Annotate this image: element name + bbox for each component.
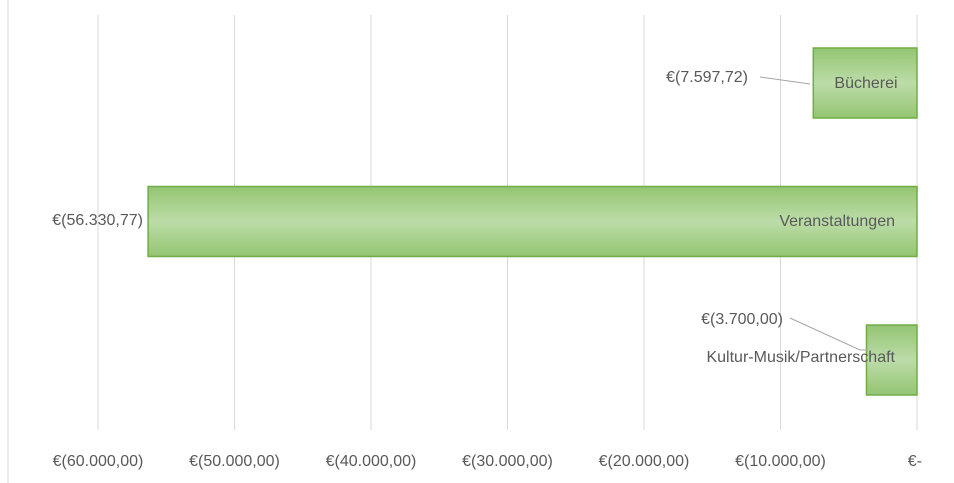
leader-line xyxy=(789,317,867,351)
category-label: Veranstaltungen xyxy=(779,213,895,230)
data-label: €(7.597,72) xyxy=(666,69,748,86)
x-tick-label: €(30.000,00) xyxy=(462,453,553,470)
leader-line xyxy=(759,76,811,85)
bar xyxy=(147,185,918,258)
category-label: Kultur-Musik/Partnerschaft xyxy=(706,349,895,366)
data-label: €(56.330,77) xyxy=(52,212,143,229)
data-label: €(3.700,00) xyxy=(701,311,783,328)
bar xyxy=(812,47,918,119)
x-tick-label: €(50.000,00) xyxy=(189,453,280,470)
category-label: Bücherei xyxy=(834,75,897,92)
x-tick-label: €(10.000,00) xyxy=(735,453,826,470)
bar xyxy=(865,324,918,396)
x-tick-label: €- xyxy=(908,453,922,470)
x-tick-label: €(20.000,00) xyxy=(599,453,690,470)
x-tick-label: €(60.000,00) xyxy=(53,453,144,470)
x-tick-label: €(40.000,00) xyxy=(326,453,417,470)
